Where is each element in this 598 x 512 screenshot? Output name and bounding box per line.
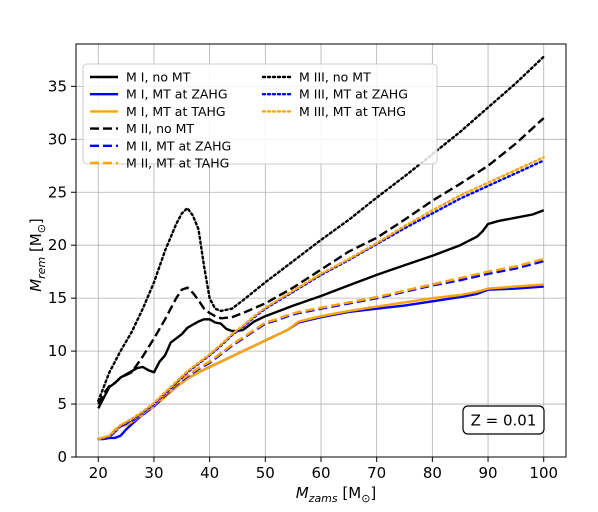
series-lines [97, 55, 545, 441]
x-tick-label: 90 [478, 464, 497, 482]
y-axis-label: Mrem [M⊙] [27, 218, 48, 292]
legend: M I, no MT M I, MT at ZAHG M I, MT at TAHG… [82, 63, 438, 171]
legend-label-m-ii-no-mt: M II, no MT [126, 121, 194, 136]
x-tick-label: 20 [89, 464, 108, 482]
legend-label-m-i-mt-at-zahg: M I, MT at ZAHG [126, 87, 228, 102]
legend-label-m-iii-mt-at-tahg: M III, MT at TAHG [299, 104, 406, 119]
annotation-box [462, 405, 545, 435]
legend-box [82, 63, 438, 165]
y-tick-label: 5 [57, 395, 67, 413]
annotation-text: Z = 0.01 [471, 412, 537, 430]
series-line-m-ii-mt-at-tahg [97, 257, 545, 441]
series-line-m-i-no-mt [97, 209, 545, 409]
legend-label-m-iii-no-mt: M III, no MT [299, 70, 371, 85]
metallicity-annotation: Z = 0.01 [462, 405, 545, 435]
legend-label-m-i-mt-at-tahg: M I, MT at TAHG [126, 104, 226, 119]
legend-label-m-ii-mt-at-tahg: M II, MT at TAHG [126, 156, 229, 171]
y-tick-label: 15 [48, 289, 67, 307]
y-tick-label: 0 [57, 448, 67, 466]
x-tick-label: 70 [367, 464, 386, 482]
x-tick-label: 50 [256, 464, 275, 482]
x-tick-label: 60 [311, 464, 330, 482]
series-line-m-iii-mt-at-tahg [97, 156, 545, 441]
x-tick-label: 40 [200, 464, 219, 482]
series-line-m-i-mt-at-tahg [98, 283, 544, 441]
series-line-m-iii-no-mt [97, 55, 545, 403]
legend-label-m-ii-mt-at-zahg: M II, MT at ZAHG [126, 138, 231, 153]
x-tick-label: 30 [144, 464, 163, 482]
legend-label-m-i-no-mt: M I, no MT [126, 70, 191, 85]
x-tick-label: 100 [529, 464, 558, 482]
y-tick-label: 30 [48, 130, 67, 148]
y-tick-label: 10 [48, 342, 67, 360]
ticks: 20 30 40 50 60 70 80 90 100 0 5 10 15 20 25 30 35 [48, 77, 558, 482]
y-tick-label: 20 [48, 236, 67, 254]
y-tick-label: 25 [48, 183, 67, 201]
legend-label-m-iii-mt-at-zahg: M III, MT at ZAHG [299, 87, 408, 102]
series-line-m-ii-no-mt [97, 117, 545, 405]
y-tick-label: 35 [48, 77, 67, 95]
x-axis-label: Mzams [M⊙] [296, 484, 377, 505]
x-tick-label: 80 [423, 464, 442, 482]
